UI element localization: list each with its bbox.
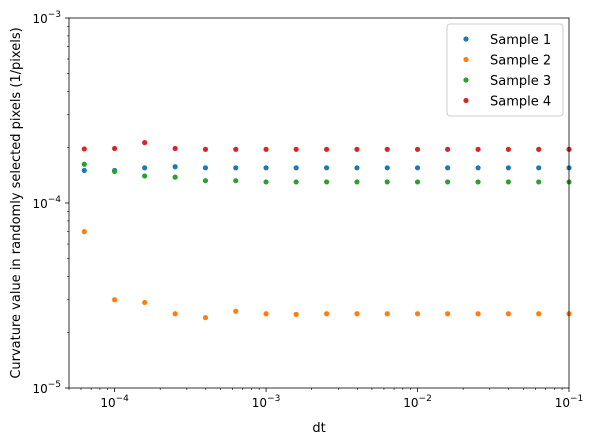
series-2 <box>81 229 572 321</box>
data-point <box>111 168 118 175</box>
data-point <box>233 165 239 171</box>
data-point <box>384 311 390 317</box>
data-point <box>293 311 299 317</box>
data-point <box>142 173 148 179</box>
data-point <box>293 165 299 171</box>
data-point <box>505 311 511 317</box>
plot-frame <box>68 17 570 389</box>
data-point <box>445 179 451 185</box>
data-point <box>505 165 511 171</box>
legend-marker <box>463 36 469 42</box>
data-point <box>111 297 118 303</box>
data-point <box>384 179 390 185</box>
data-point <box>172 174 178 180</box>
legend-marker <box>463 77 469 83</box>
data-point <box>536 165 542 171</box>
data-point <box>414 165 421 171</box>
axis-ticks: 10−4 10−3 10−2 10−1 10−5 10−4 10−3 <box>32 10 583 410</box>
data-point <box>293 146 299 152</box>
data-point <box>172 311 178 317</box>
data-point <box>202 146 209 152</box>
data-point <box>324 311 330 317</box>
data-point <box>445 146 451 152</box>
series-3 <box>81 161 572 185</box>
data-point <box>354 179 360 185</box>
legend-label: Sample 1 <box>490 33 551 48</box>
legend-marker <box>463 56 469 63</box>
data-point <box>142 165 148 171</box>
data-point <box>505 179 511 185</box>
data-point <box>81 146 87 152</box>
data-point <box>445 311 451 317</box>
legend-marker <box>463 97 469 104</box>
plot-area <box>81 140 572 321</box>
data-point <box>81 167 87 174</box>
x-tick-label: 10−3 <box>252 394 281 410</box>
data-point <box>536 311 542 317</box>
y-tick-label: 10−4 <box>32 195 61 211</box>
data-point <box>202 315 209 321</box>
data-point <box>414 179 421 185</box>
data-point <box>81 229 87 235</box>
data-point <box>354 165 360 171</box>
y-tick-label: 10−5 <box>32 380 61 396</box>
data-point <box>536 179 542 185</box>
legend-box <box>446 23 564 117</box>
series-1 <box>81 164 572 174</box>
series-4 <box>81 140 572 152</box>
data-point <box>263 146 269 152</box>
data-point <box>172 164 178 170</box>
data-point <box>475 179 481 185</box>
data-point <box>202 178 209 184</box>
data-point <box>475 311 481 317</box>
x-tick-label: 10−4 <box>100 394 129 410</box>
data-point <box>293 179 299 185</box>
data-point <box>505 146 511 152</box>
y-tick-label: 10−3 <box>32 10 61 26</box>
data-point <box>324 179 330 185</box>
data-point <box>354 146 360 152</box>
legend: Sample 1 Sample 2 Sample 3 Sample 4 <box>446 23 564 117</box>
data-point <box>233 178 239 184</box>
data-point <box>324 165 330 171</box>
data-point <box>445 165 451 171</box>
data-point <box>475 165 481 171</box>
data-point <box>172 145 178 152</box>
data-point <box>142 299 148 306</box>
data-point <box>384 165 390 171</box>
data-point <box>202 165 209 171</box>
x-tick-label: 10−1 <box>555 394 584 410</box>
legend-label: Sample 2 <box>490 54 551 69</box>
data-point <box>414 311 421 317</box>
data-point <box>475 146 481 152</box>
data-point <box>142 140 148 146</box>
data-point <box>414 146 421 152</box>
x-axis-label: dt <box>312 421 325 436</box>
data-point <box>263 311 269 317</box>
x-tick-label: 10−2 <box>403 394 432 410</box>
data-point <box>536 146 542 152</box>
data-point <box>81 161 87 167</box>
legend-label: Sample 3 <box>490 74 551 89</box>
legend-label: Sample 4 <box>490 95 551 110</box>
data-point <box>354 311 360 317</box>
data-point <box>233 308 239 314</box>
data-point <box>111 145 118 152</box>
data-point <box>384 146 390 152</box>
y-axis-label: Curvature value in randomly selected pix… <box>9 27 24 378</box>
data-point <box>263 179 269 185</box>
data-point <box>233 146 239 152</box>
data-point <box>263 165 269 171</box>
data-point <box>324 146 330 152</box>
